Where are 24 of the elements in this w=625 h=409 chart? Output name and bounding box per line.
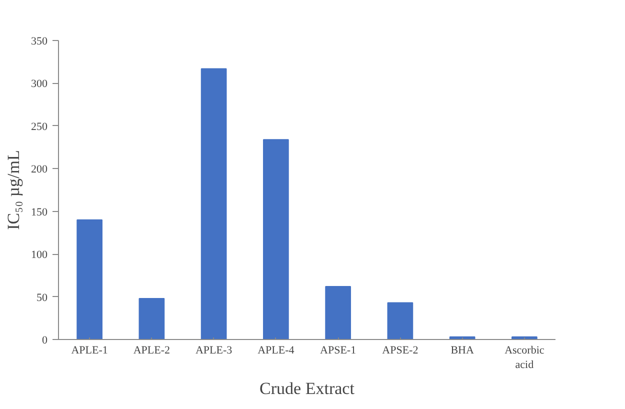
y-tick-label: 0 — [42, 334, 48, 346]
x-tick-label: APLE-3 — [195, 344, 233, 356]
bar — [387, 302, 414, 340]
x-tick-label: Ascorbic acid — [504, 344, 544, 371]
y-tick-label: 50 — [36, 292, 48, 304]
bar — [138, 298, 165, 340]
x-axis-title: Crude Extract — [260, 378, 355, 398]
x-tick-label: BHA — [450, 344, 474, 356]
y-tick-label: 250 — [31, 120, 48, 133]
x-tick-label: APLE-1 — [71, 344, 108, 356]
bar — [325, 286, 351, 340]
y-axis-title: IC₅₀ µg/mL — [4, 150, 23, 230]
x-tick-label: APLE-4 — [258, 344, 295, 356]
y-tick-label: 100 — [31, 249, 48, 262]
y-tick-label: 300 — [31, 78, 48, 90]
bar — [263, 139, 289, 340]
bar — [76, 219, 102, 340]
x-tick-label: APSE-1 — [320, 344, 356, 356]
x-tick-label: APLE-2 — [133, 344, 170, 356]
x-tick-label: APSE-2 — [382, 344, 418, 356]
y-tick-label: 350 — [31, 36, 48, 48]
y-tick-label: 150 — [31, 206, 48, 218]
y-tick-label: 200 — [31, 164, 48, 176]
bar — [200, 68, 227, 340]
